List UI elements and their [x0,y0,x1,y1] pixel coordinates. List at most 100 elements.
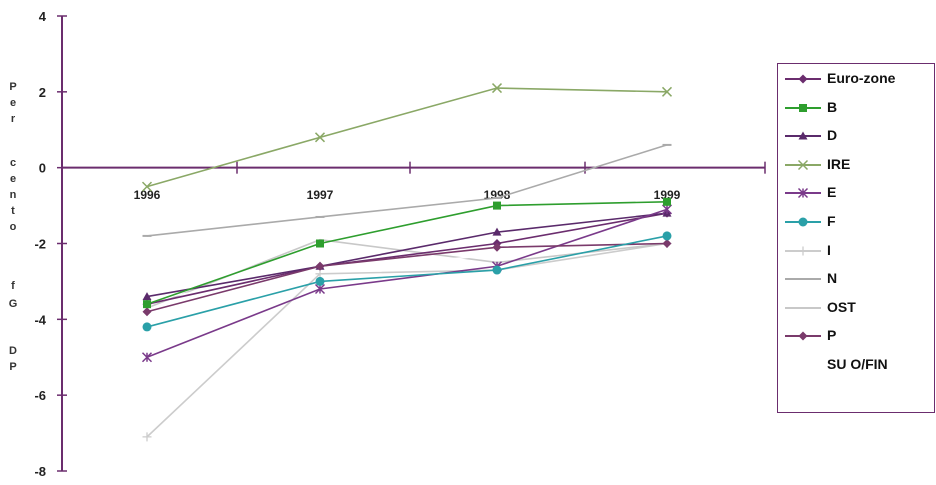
legend-label: I [827,241,831,258]
legend-label: E [827,184,837,201]
y-axis-label-char: o [10,221,17,233]
y-axis-label-char: e [10,173,16,185]
series-lines [141,83,673,442]
y-tick-label: 0 [39,161,46,176]
data-point-f [142,322,152,332]
series-i [142,239,672,442]
legend-item-su-o-fin: SU O/FIN [778,351,934,379]
series-f [142,231,672,332]
x-tick-label: 1997 [307,188,334,202]
data-point-ire [491,83,503,94]
legend-swatch-marker [798,246,808,256]
y-axis-label-char: e [10,97,16,109]
y-tick-label: 2 [39,85,46,100]
series-p [142,239,672,317]
legend-item-p: P [778,322,934,350]
data-point-e [661,204,673,215]
legend-item-n: N [778,265,934,293]
y-axis-label-char: n [10,189,17,201]
legend-swatch-euro-zone [785,74,821,84]
data-point-b [316,239,324,248]
data-point-d [492,227,502,236]
series-b [143,197,671,309]
legend-swatch-d [785,131,821,140]
y-axis-label-char: D [9,345,17,357]
data-point-ire [141,181,153,192]
legend-label: OST [827,298,856,315]
data-point-f [492,265,502,275]
data-point-f [662,231,672,241]
series-line-ire [146,87,668,188]
legend-swatch-n [785,278,821,281]
series-ire [141,83,673,192]
y-axis-label-char: f [11,280,15,292]
legend-swatch-marker [798,331,808,341]
data-point-e [314,283,326,295]
series-line-f [146,235,668,328]
y-axis-label-char: c [10,157,16,169]
series-n [142,143,672,237]
legend: Euro-zone B D IRE E F I N OST P SU O/FIN [777,63,935,413]
legend-swatch-i [785,246,821,256]
legend-swatch-p [785,331,821,341]
y-axis-label-char: r [11,113,16,125]
legend-item-f: F [778,208,934,236]
legend-label: B [827,98,838,115]
data-point-p [315,261,325,271]
data-point-ire [661,86,673,97]
y-tick-label: -4 [34,312,46,327]
series-line-p [146,242,668,313]
legend-label: P [827,327,837,344]
legend-swatch-f [785,217,821,227]
legend-swatch-e [785,188,821,199]
legend-swatch-marker [799,103,807,112]
legend-item-d: D [778,122,934,150]
legend-item-ire: IRE [778,151,934,179]
legend-label: SU O/FIN [827,356,888,372]
data-point-p [662,239,672,248]
y-axis-label-char: t [11,205,15,217]
y-tick-label: 4 [39,9,47,24]
data-point-i [142,432,152,442]
data-point-ire [314,132,326,143]
legend-swatch-marker [797,188,809,199]
legend-item-euro-zone: Euro-zone [778,65,934,93]
legend-label: Euro-zone [827,70,896,86]
x-tick-label: 1996 [134,188,161,202]
data-point-f [315,276,325,286]
axes [57,15,766,472]
data-point-b [663,197,671,206]
legend-swatch-b [785,103,821,112]
series-euro-zone [142,208,672,309]
y-tick-label: -2 [34,237,46,252]
data-point-e [141,352,153,363]
series-line-e [146,208,668,358]
y-axis-label-char: P [9,81,16,93]
legend-item-ost: OST [778,294,934,322]
legend-swatch-su-o-fin [785,364,821,366]
series-line-i [146,242,668,438]
data-point-p [142,307,152,317]
y-tick-label: -8 [34,464,46,479]
legend-swatch-marker [798,74,808,84]
y-tick-label: -6 [34,388,46,403]
legend-swatch-marker [797,159,809,170]
legend-swatch-ost [785,306,821,309]
legend-swatch-marker [798,217,808,227]
legend-swatch-marker [798,131,808,140]
legend-item-b: B [778,94,934,122]
x-tick-labels: 1996 1997 1998 1999 [134,188,681,202]
legend-swatch-ire [785,159,821,170]
series-line-n [146,144,668,237]
legend-item-i: I [778,237,934,265]
series-line-d [146,212,668,298]
data-point-d [142,292,152,301]
series-line-b [146,200,668,305]
x-tick-label: 1999 [654,188,681,202]
legend-label: F [827,213,836,229]
legend-label: D [827,127,838,144]
legend-item-e: E [778,179,934,207]
legend-label: N [827,270,838,287]
